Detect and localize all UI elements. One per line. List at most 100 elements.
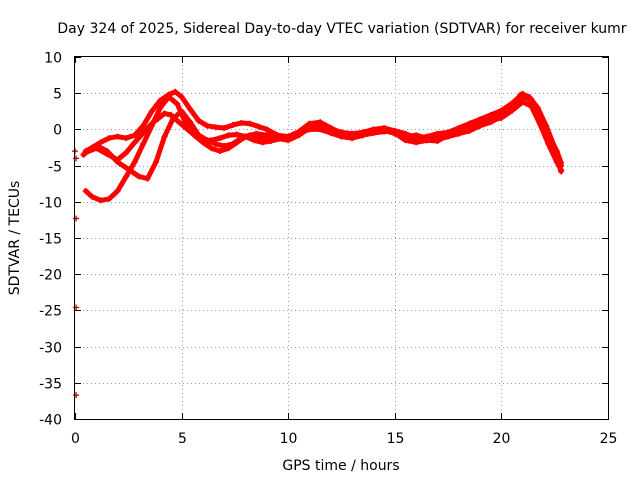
data-point: [89, 193, 96, 200]
data-point: [536, 110, 543, 117]
data-point: [140, 122, 147, 129]
y-tick-label: -35: [39, 377, 62, 393]
data-point: [191, 132, 198, 139]
data-point: [558, 166, 565, 173]
data-point: [208, 145, 215, 152]
data-point: [259, 139, 266, 146]
data-point: [242, 133, 249, 140]
data-point: [172, 88, 179, 95]
y-tick-label: -15: [39, 232, 62, 248]
data-point: [528, 95, 535, 102]
x-tick-labels: 0 5 10 15 20 25: [71, 431, 617, 447]
data-point: [174, 101, 181, 108]
data-point: [519, 90, 526, 97]
x-tick-label: 15: [387, 431, 405, 447]
data-point: [466, 120, 473, 127]
y-tick-label: -30: [39, 341, 62, 357]
data-point: [161, 110, 168, 117]
data-point: [199, 139, 206, 146]
data-point: [402, 132, 409, 139]
data-point: [157, 97, 164, 104]
x-tick-label: 20: [493, 431, 511, 447]
data-point: [93, 145, 100, 152]
data-point: [402, 137, 409, 144]
data-point: [140, 140, 147, 147]
data-point: [165, 93, 172, 100]
data-point: [153, 158, 160, 165]
y-tick-label: -5: [48, 160, 62, 176]
data-point: [123, 135, 130, 142]
data-point: [274, 133, 281, 140]
data-point: [391, 127, 398, 134]
data-point: [216, 148, 223, 155]
data-point: [135, 173, 142, 180]
data-point: [234, 139, 241, 146]
data-point: [106, 135, 113, 142]
outlier-point: [73, 215, 80, 222]
data-point: [349, 130, 356, 137]
data-point: [97, 139, 104, 146]
data-point: [187, 119, 194, 126]
data-point: [221, 124, 228, 131]
outlier-point: [73, 304, 80, 311]
data-point: [509, 107, 516, 114]
data-point: [423, 133, 430, 140]
data-point: [246, 120, 253, 127]
y-tick-labels: -40 -35 -30 -25 -20 -15 -10 -5 0 5 10: [39, 51, 62, 429]
data-point: [225, 132, 232, 139]
data-point: [338, 129, 345, 136]
series-layer: [80, 88, 565, 204]
data-point: [131, 158, 138, 165]
data-point: [114, 133, 121, 140]
axis-ticks: [75, 57, 609, 420]
data-point: [263, 132, 270, 139]
data-point: [545, 130, 552, 137]
outlier-point: [73, 155, 80, 162]
data-point: [140, 130, 147, 137]
data-point: [123, 149, 130, 156]
data-point: [187, 106, 194, 113]
data-point: [268, 137, 275, 144]
y-tick-label: -40: [39, 413, 62, 429]
data-point: [434, 130, 441, 137]
data-point: [251, 137, 258, 144]
data-point: [477, 116, 484, 123]
series-track-4: [82, 90, 565, 166]
data-point: [295, 130, 302, 137]
data-point: [155, 115, 162, 122]
data-point: [167, 111, 174, 118]
outlier-layer: [72, 148, 80, 399]
data-point: [114, 187, 121, 194]
data-point: [178, 93, 185, 100]
data-point: [413, 135, 420, 142]
data-point: [558, 159, 565, 166]
data-point: [182, 124, 189, 131]
plot-frame: [74, 56, 609, 420]
data-point: [498, 114, 505, 121]
data-point: [327, 126, 334, 133]
data-point: [195, 117, 202, 124]
x-tick-label: 5: [178, 431, 187, 447]
plot-area: [72, 88, 565, 399]
y-tick-label: 10: [44, 51, 62, 67]
data-point: [148, 120, 155, 127]
data-point: [204, 122, 211, 129]
series-line: [83, 94, 564, 203]
data-point: [445, 129, 452, 136]
data-point: [545, 140, 552, 147]
data-point: [234, 131, 241, 138]
data-point: [114, 156, 121, 163]
data-point: [255, 123, 262, 130]
x-tick-label: 10: [280, 431, 298, 447]
data-point: [238, 119, 245, 126]
data-point: [285, 135, 292, 142]
data-point: [131, 139, 138, 146]
x-tick-label: 0: [71, 431, 80, 447]
y-tick-label: -20: [39, 268, 62, 284]
data-point: [174, 117, 181, 124]
data-point: [359, 129, 366, 136]
data-point: [144, 175, 151, 182]
y-tick-label: 0: [53, 123, 62, 139]
data-point: [434, 137, 441, 144]
